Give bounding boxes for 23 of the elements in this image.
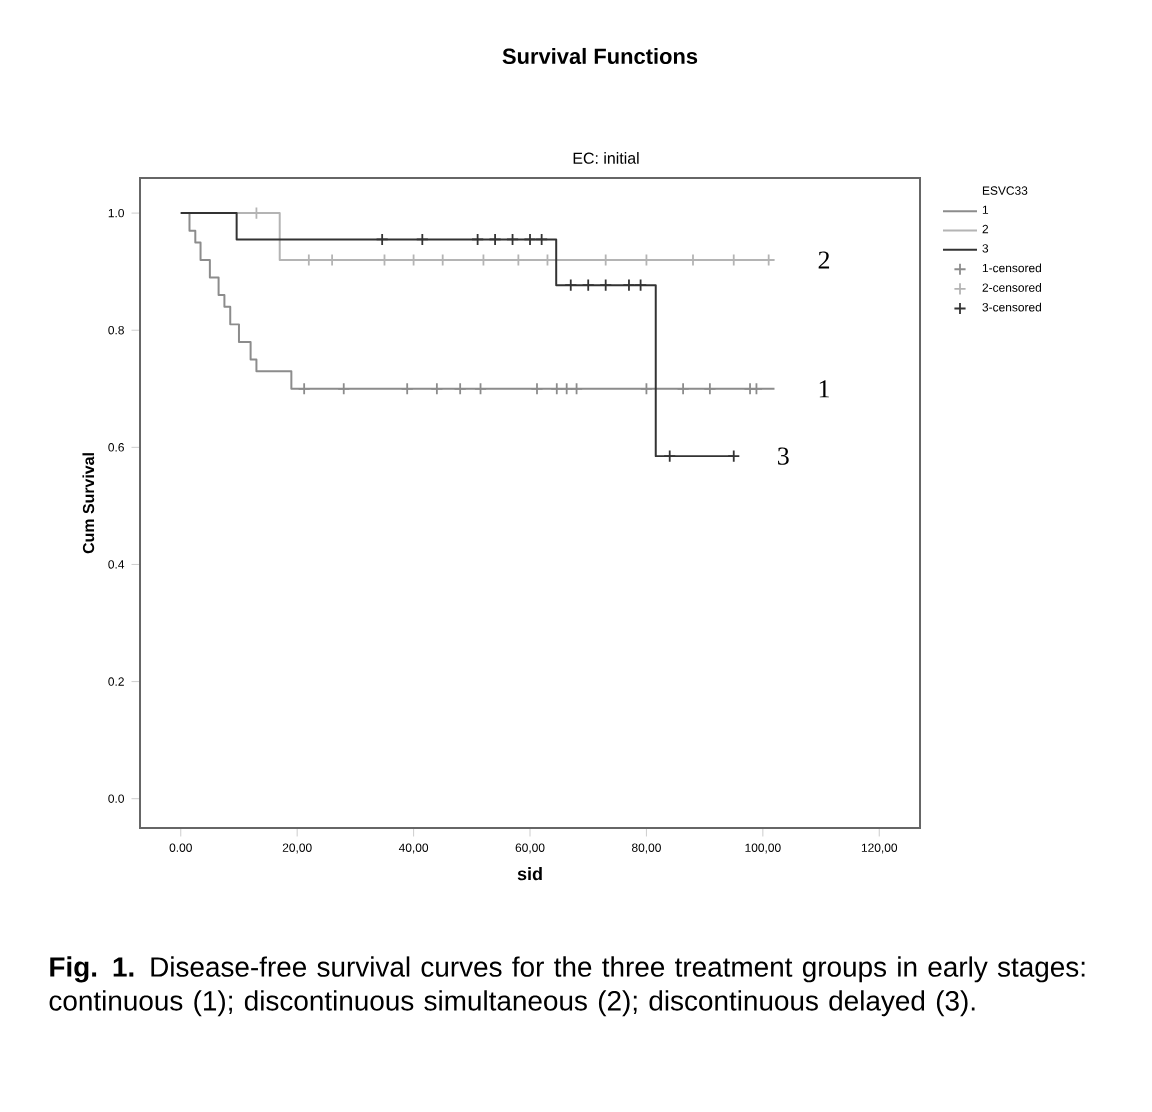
text: 2 (818, 251, 830, 269)
point (728, 450, 740, 462)
point (600, 279, 612, 291)
point (431, 383, 443, 395)
point (551, 383, 563, 395)
point (454, 383, 466, 395)
point (401, 383, 413, 395)
point (298, 383, 310, 395)
text: 1 (819, 380, 829, 398)
point (531, 383, 543, 395)
point (561, 383, 573, 395)
point (635, 279, 647, 291)
point (582, 279, 594, 291)
point (623, 279, 635, 291)
point (565, 279, 577, 291)
point (664, 450, 676, 462)
point (677, 383, 689, 395)
chart-title: Survival Functions (502, 47, 698, 65)
point (704, 383, 716, 395)
point (338, 383, 350, 395)
text: 3 (778, 447, 789, 465)
x-axis-title: sid (517, 867, 542, 881)
text: Fig. 1. Disease-free survival curves for the three treatment groups in early stages: continuous (1); discontinuous simultaneous (2); discontinuous delayed (3). (49, 956, 1085, 1017)
